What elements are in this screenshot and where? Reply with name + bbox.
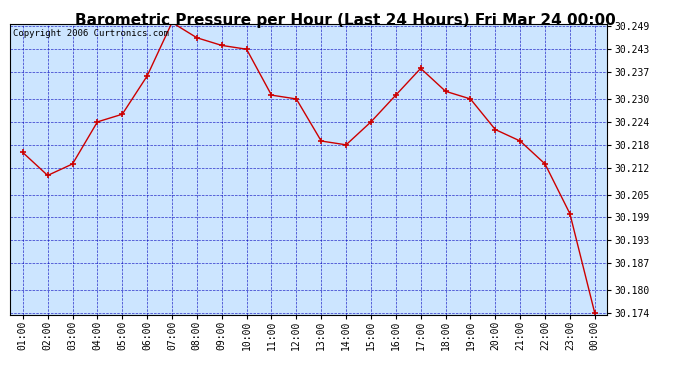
Text: Copyright 2006 Curtronics.com: Copyright 2006 Curtronics.com [13,29,169,38]
Text: Barometric Pressure per Hour (Last 24 Hours) Fri Mar 24 00:00: Barometric Pressure per Hour (Last 24 Ho… [75,13,615,28]
